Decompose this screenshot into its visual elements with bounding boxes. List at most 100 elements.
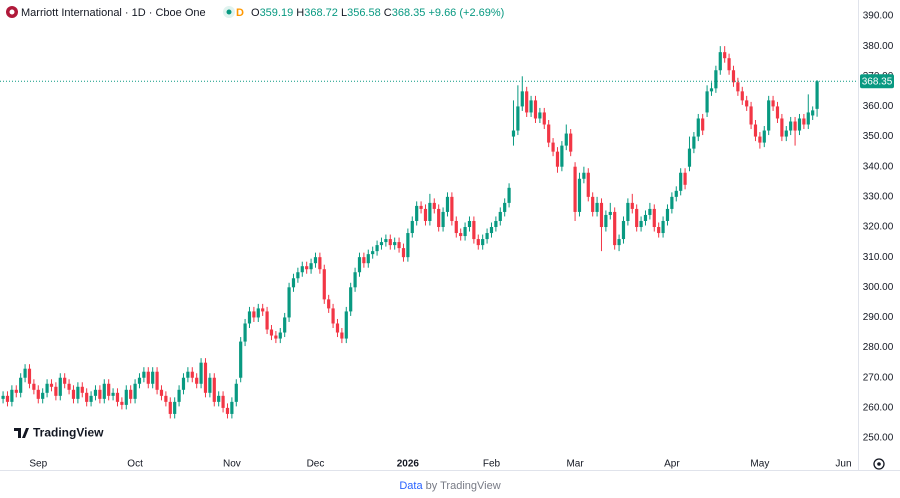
candle-body [789, 121, 793, 131]
candle-body [71, 389, 76, 399]
footer-link[interactable]: Data [399, 480, 423, 492]
candle-body [203, 362, 208, 393]
x-tick-label: Mar [566, 459, 584, 470]
candle-body [797, 118, 802, 131]
y-tick-label: 270.00 [863, 372, 894, 383]
candle-body [186, 371, 190, 378]
candle-body [564, 133, 568, 146]
y-tick-label: 360.00 [863, 101, 894, 112]
candle-body [36, 389, 40, 399]
candle-body [811, 110, 815, 116]
candle-body [54, 386, 58, 396]
candle-body [63, 377, 67, 384]
candle-body [102, 383, 106, 399]
candle-body [476, 239, 480, 246]
candle-body [560, 145, 564, 167]
candle-body [296, 272, 300, 279]
candle-body [749, 106, 753, 125]
candle-body [736, 82, 740, 92]
candle-body [49, 383, 54, 387]
symbol-title[interactable]: Marriott International · 1D · Cboe One [21, 7, 206, 19]
candle-body [115, 392, 120, 402]
last-price-tag [860, 74, 894, 89]
candle-body [133, 383, 137, 399]
candle-body [604, 214, 608, 228]
candle-body [300, 266, 304, 273]
candle-body [714, 70, 718, 89]
candle-body [278, 332, 282, 339]
candle-body [485, 233, 489, 240]
candle-body [652, 208, 656, 228]
candle-body [573, 166, 577, 212]
candle-body [199, 362, 203, 384]
candle-body [591, 196, 595, 212]
candle-body [283, 317, 287, 333]
candle-body [599, 202, 604, 228]
candle-body [582, 172, 586, 179]
y-tick-label: 390.00 [863, 11, 894, 22]
candle-body [784, 130, 788, 137]
candle-body [375, 245, 379, 252]
x-tick-label: Apr [664, 459, 680, 470]
candle-body [657, 227, 661, 234]
candle-body [665, 208, 670, 221]
candle-body [608, 211, 612, 215]
y-tick-label: 330.00 [863, 192, 894, 203]
candle-body [555, 151, 560, 167]
x-tick-label: Dec [307, 459, 325, 470]
y-tick-label: 310.00 [863, 252, 894, 263]
candle-body [379, 242, 384, 246]
candle-body [753, 124, 758, 137]
candle-body [212, 377, 216, 402]
candle-body [190, 371, 194, 378]
candle-body [780, 118, 784, 137]
candle-body [164, 395, 168, 402]
ohlc-high: 368.72 [304, 7, 338, 19]
ohlc-letter: H [296, 7, 304, 19]
candle-body [76, 386, 80, 399]
candle-body [648, 208, 652, 215]
candle-body [586, 172, 590, 197]
candle-body [472, 220, 476, 240]
x-tick-label: Oct [127, 459, 143, 470]
candle-body [142, 371, 146, 378]
candle-body [815, 81, 819, 109]
candle-body [498, 211, 502, 221]
candle-body [542, 112, 546, 125]
logo-icon [14, 428, 29, 438]
candle-body [27, 368, 32, 384]
candle-body [635, 208, 639, 228]
candle-body [410, 220, 414, 234]
candle-body [547, 124, 551, 143]
candle-body [432, 202, 436, 209]
candle-body [393, 242, 397, 246]
candle-body [745, 100, 749, 107]
ohlc-change: +9.66 (+2.69%) [428, 7, 504, 19]
candle-body [503, 202, 507, 212]
candle-body [595, 202, 599, 212]
candle-body [467, 220, 472, 228]
candle-body [274, 335, 278, 339]
candle-body [661, 220, 665, 234]
logo-box[interactable] [9, 421, 102, 445]
candle-body [287, 287, 291, 318]
candle-body [322, 269, 326, 300]
candle-body [692, 136, 696, 149]
settings-icon[interactable] [873, 458, 885, 470]
candle-body [305, 266, 309, 270]
candle-body [423, 208, 428, 221]
candle-body [349, 287, 353, 312]
y-tick-label: 260.00 [863, 403, 894, 414]
footer-text: by TradingView [426, 480, 501, 492]
candle-body [234, 383, 238, 402]
candle-body [516, 106, 520, 131]
x-tick-label: Feb [483, 459, 501, 470]
candle-body [445, 196, 450, 212]
candle-body [265, 311, 269, 330]
status-dot [226, 9, 232, 15]
candle-body [80, 386, 84, 393]
candle-body [643, 214, 648, 221]
candle-body [331, 308, 335, 324]
candle-body [129, 389, 133, 399]
settings-icon-center [877, 462, 881, 466]
